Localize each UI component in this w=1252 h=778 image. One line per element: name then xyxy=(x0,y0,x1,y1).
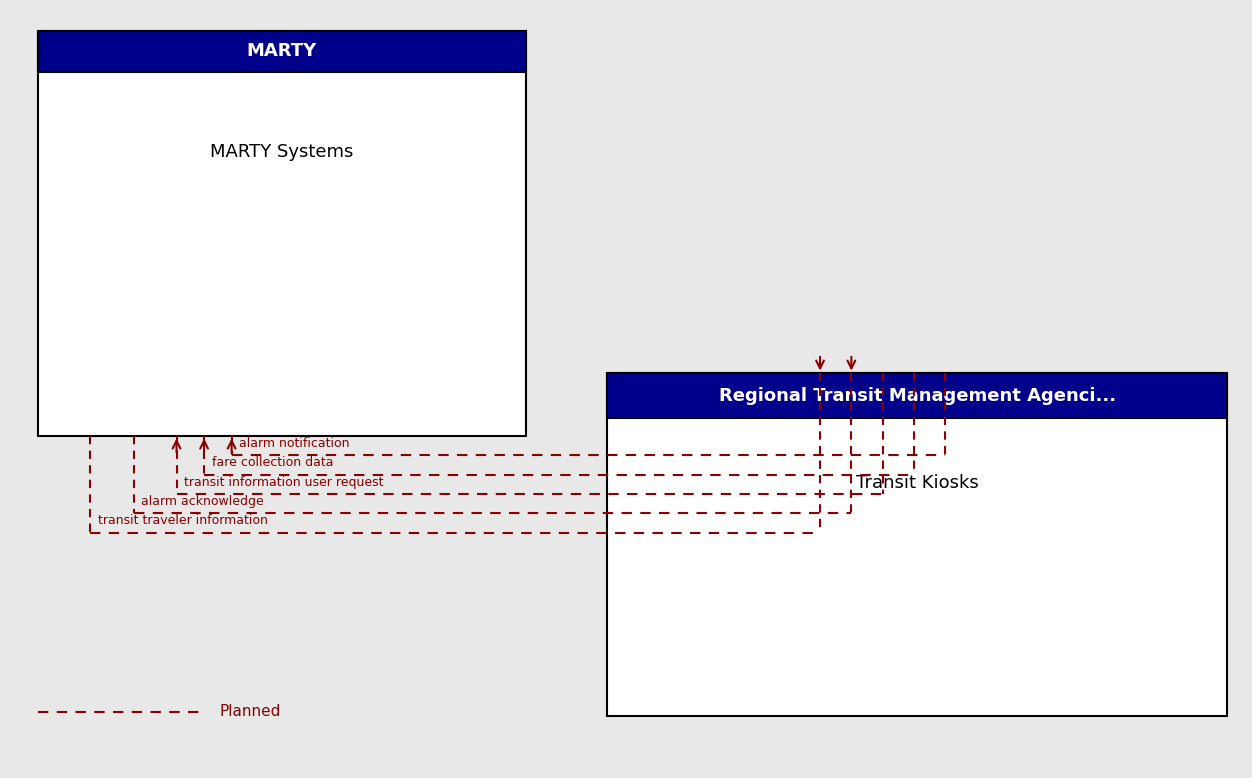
Text: Planned: Planned xyxy=(219,704,280,720)
Text: Regional Transit Management Agenci...: Regional Transit Management Agenci... xyxy=(719,387,1116,405)
Bar xyxy=(607,373,1227,418)
Text: Transit Kiosks: Transit Kiosks xyxy=(855,475,979,492)
Text: MARTY Systems: MARTY Systems xyxy=(210,142,353,161)
Text: alarm acknowledge: alarm acknowledge xyxy=(141,495,264,508)
Text: transit traveler information: transit traveler information xyxy=(98,514,268,527)
Bar xyxy=(38,31,526,436)
Text: MARTY: MARTY xyxy=(247,42,317,61)
Bar xyxy=(38,31,526,72)
Text: alarm notification: alarm notification xyxy=(239,436,349,450)
Bar xyxy=(607,373,1227,716)
Text: transit information user request: transit information user request xyxy=(184,475,383,489)
Text: fare collection data: fare collection data xyxy=(212,456,333,469)
